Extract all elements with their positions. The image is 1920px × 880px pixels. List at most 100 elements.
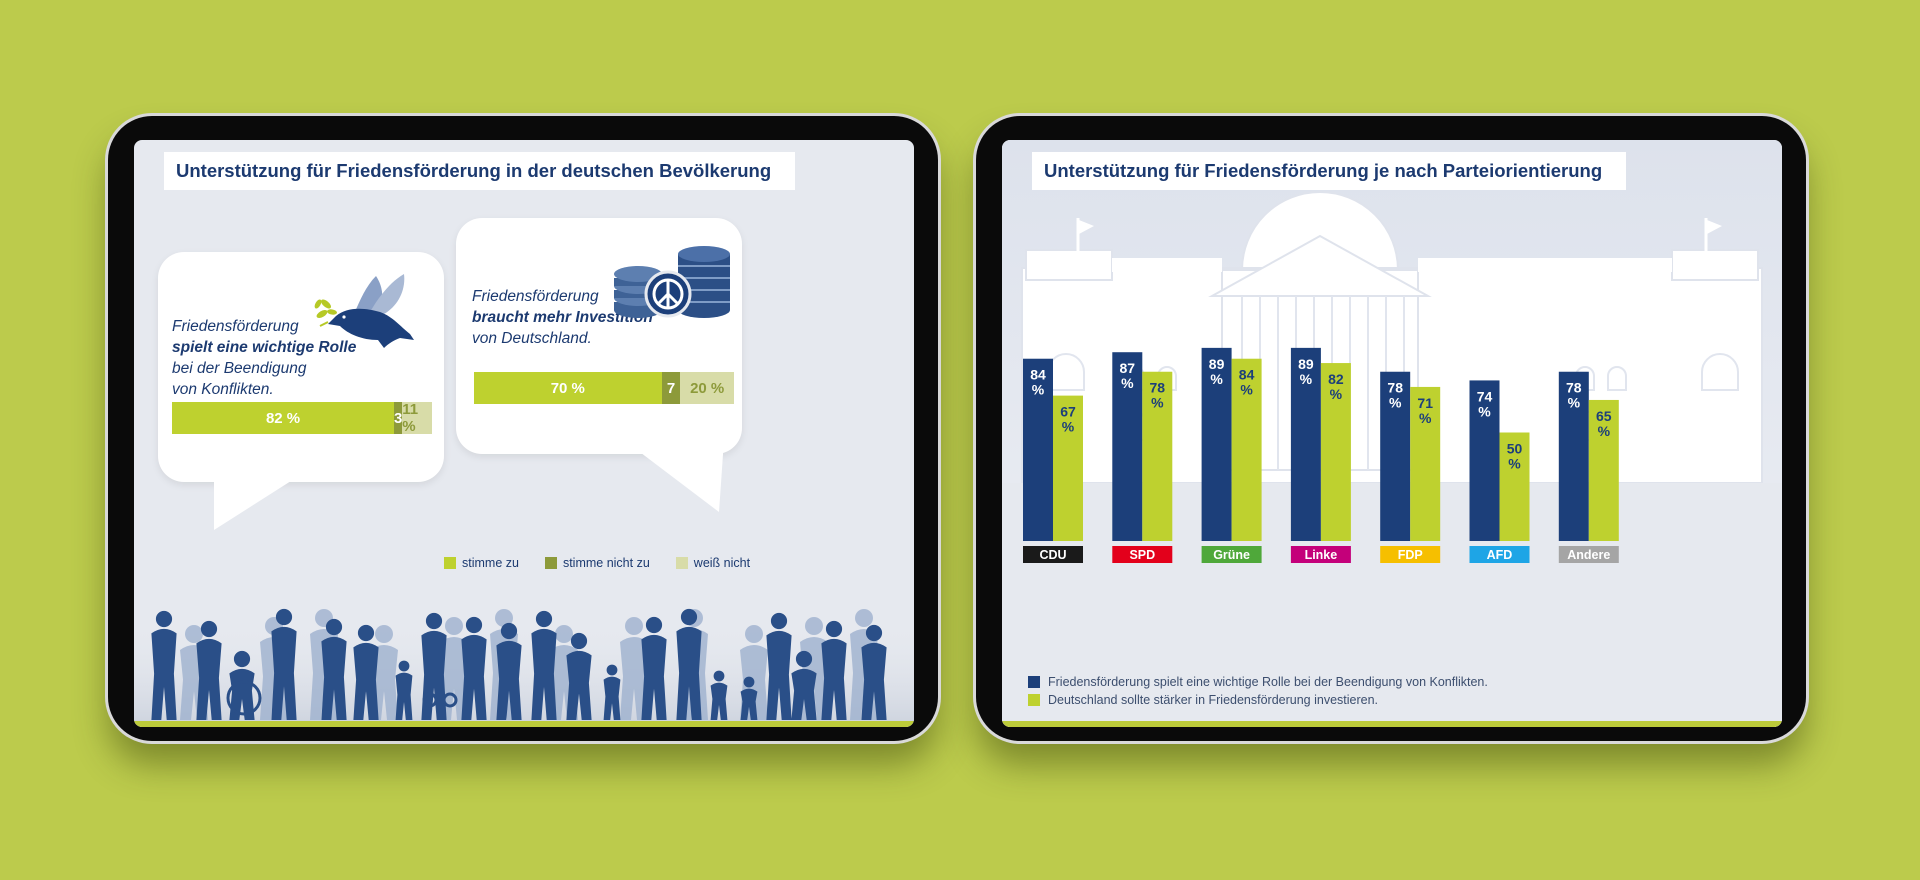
data-label-fdp-series1: 78 — [1387, 380, 1403, 396]
coins-peace-icon — [614, 246, 730, 318]
statement2-dontknow-label: 20 % — [690, 379, 725, 397]
right-panel-title: Unterstützung für Friedensförderung je n… — [1032, 152, 1627, 190]
data-label-cdu-series1: 84 — [1030, 367, 1046, 383]
statement2-dontknow-segment: 20 % — [680, 372, 734, 404]
crowd-front-16-body — [740, 688, 758, 720]
crowd-front-11-body — [566, 650, 592, 720]
crowd-front-16-head — [743, 676, 755, 688]
crowd-back-10-head — [805, 617, 823, 635]
category-label-andere: Andere — [1567, 548, 1610, 562]
crowd-front-1-head — [200, 620, 218, 638]
crowd-back-11-head — [855, 609, 873, 627]
data-label-unit-afd-series2: % — [1508, 456, 1521, 472]
data-label-unit-afd-series1: % — [1478, 403, 1491, 419]
statement2-disagree-segment: 7 — [661, 372, 681, 404]
bar-andere-series2 — [1588, 399, 1619, 541]
crowd-back-7-head — [625, 617, 643, 635]
legend-disagree-label: stimme nicht zu — [562, 556, 650, 570]
crowd-front-6-body — [395, 672, 413, 720]
crowd-front-9-body — [496, 640, 522, 720]
statement2-bar: 70 % 7 20 % — [474, 372, 734, 404]
statement2-disagree-label: 7 — [666, 379, 676, 397]
crowd-front-4-head — [325, 618, 343, 636]
crowd-front-17-head — [770, 612, 788, 630]
screen-left: Unterstützung für Friedensförderung in d… — [134, 140, 914, 727]
statement2-agree-segment: 70 % — [474, 372, 662, 404]
statement1-disagree-label: 3 — [393, 409, 403, 427]
category-label-linke: Linke — [1305, 548, 1338, 562]
category-label-fdp: FDP — [1398, 548, 1423, 562]
legend-series1: Friedensförderung spielt eine wichtige R… — [1028, 673, 1488, 691]
crowd-front-3-head — [275, 608, 293, 626]
crowd-front-19-head — [825, 620, 843, 638]
bar-andere-series1 — [1558, 371, 1589, 541]
crowd-front-18-head — [795, 650, 813, 668]
data-label-unit-grüne-series1: % — [1210, 371, 1223, 387]
data-label-andere-series1: 78 — [1566, 380, 1582, 396]
left-panel-title: Unterstützung für Friedensförderung in d… — [164, 152, 796, 190]
data-label-unit-andere-series1: % — [1568, 395, 1581, 411]
crowd-front-13-body — [641, 634, 667, 720]
data-label-spd-series2: 78 — [1150, 380, 1166, 396]
statement1-line3: bei der Beendigung — [172, 360, 307, 377]
bar-afd-series2 — [1499, 432, 1530, 541]
tablet-left: Unterstützung für Friedensförderung in d… — [108, 116, 938, 741]
crowd-front-15-body — [710, 682, 728, 720]
legend-dontknow-swatch — [675, 557, 688, 569]
crowd-front-4-body — [321, 636, 347, 720]
statement1-text: Friedensförderung spielt eine wichtige R… — [172, 316, 356, 400]
legend-agree-swatch — [444, 557, 456, 569]
crowd-front-1-body — [196, 638, 222, 720]
bar-fdp-series2 — [1410, 386, 1441, 541]
data-label-unit-spd-series1: % — [1121, 375, 1134, 391]
bar-cdu-series2 — [1053, 395, 1083, 541]
category-badge-linke — [1290, 546, 1351, 563]
crowd-front-7-body — [421, 630, 447, 720]
data-label-linke-series2: 82 — [1328, 371, 1344, 387]
category-label-afd: AFD — [1487, 548, 1513, 562]
data-label-unit-linke-series2: % — [1330, 386, 1343, 402]
crowd-front-15-head — [713, 670, 725, 682]
data-label-unit-andere-series2: % — [1598, 423, 1611, 439]
legend-series2-label: Deutschland sollte stärker in Friedensfö… — [1048, 693, 1379, 707]
data-label-grüne-series1: 89 — [1209, 356, 1225, 372]
legend-series2-swatch — [1028, 694, 1040, 706]
crowd-back-0-head — [185, 625, 203, 643]
crowd-front-20-body — [861, 642, 887, 720]
legend-series1-swatch — [1028, 676, 1040, 688]
crowd-front-14-body — [676, 626, 702, 720]
category-badge-grüne — [1201, 546, 1262, 563]
legend-agree-label: stimme zu — [462, 556, 519, 570]
crowd-front-10-body — [531, 628, 557, 720]
bar-afd-series1 — [1469, 380, 1500, 541]
crowd-front-12-body — [603, 676, 621, 720]
data-label-fdp-series2: 71 — [1417, 395, 1433, 411]
bar-fdp-series1 — [1380, 371, 1411, 541]
left-legend: stimme zu stimme nicht zu weiß nicht — [444, 556, 750, 570]
bar-linke-series2 — [1320, 363, 1351, 541]
category-label-cdu: CDU — [1039, 548, 1066, 562]
data-label-unit-cdu-series1: % — [1032, 382, 1045, 398]
statement1-dontknow-segment: 11 % — [402, 401, 432, 435]
data-label-spd-series1: 87 — [1120, 360, 1136, 376]
crowd-silhouette-icon — [134, 608, 914, 727]
statement1-line4: von Konflikten. — [172, 381, 274, 398]
statement1-agree-segment: 82 % — [172, 402, 395, 434]
legend-agree: stimme zu — [444, 556, 519, 570]
legend-series1-label: Friedensförderung spielt eine wichtige R… — [1048, 675, 1488, 689]
crowd-front-14-head — [680, 608, 698, 626]
bar-grüne-series1 — [1201, 347, 1232, 541]
crowd-front-12-head — [606, 664, 618, 676]
tablet-right: Unterstützung für Friedensförderung je n… — [976, 116, 1806, 741]
statement2-line1: Friedensförderung — [472, 288, 599, 305]
bar-grüne-series2 — [1231, 358, 1262, 541]
crowd-front-18-body — [791, 668, 817, 720]
crowd-back-9-head — [745, 625, 763, 643]
data-label-grüne-series2: 84 — [1239, 367, 1255, 383]
data-label-unit-grüne-series2: % — [1240, 382, 1253, 398]
crowd-back-4-body — [440, 637, 468, 720]
legend-dontknow: weiß nicht — [675, 556, 750, 570]
crowd-front-8-head — [465, 616, 483, 634]
right-legend: Friedensförderung spielt eine wichtige R… — [1028, 673, 1488, 709]
